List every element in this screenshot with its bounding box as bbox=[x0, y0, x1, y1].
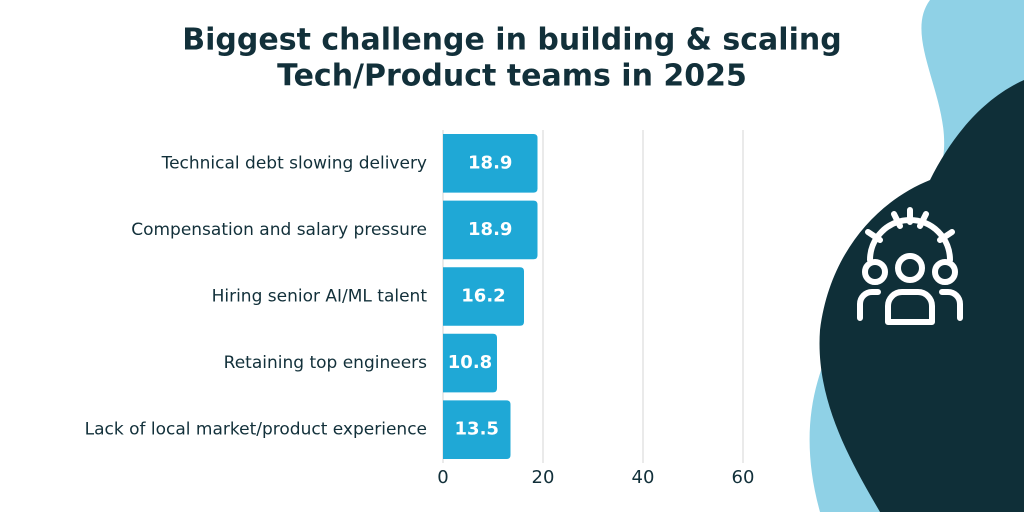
value-label: 13.5 bbox=[455, 419, 499, 440]
bar bbox=[443, 133, 538, 193]
y-tick-label: Technical debt slowing delivery bbox=[161, 153, 427, 173]
bar bbox=[443, 333, 497, 393]
y-tick-label: Compensation and salary pressure bbox=[131, 220, 427, 240]
bar bbox=[443, 200, 538, 260]
value-label: 18.9 bbox=[468, 219, 512, 240]
x-tick-label: 20 bbox=[532, 467, 555, 488]
x-tick-label: 60 bbox=[732, 467, 755, 488]
value-label: 16.2 bbox=[461, 286, 505, 307]
x-tick-label: 0 bbox=[437, 467, 448, 488]
decoration bbox=[809, 0, 1024, 512]
y-tick-label: Lack of local market/product experience bbox=[85, 420, 427, 440]
bar bbox=[443, 267, 524, 326]
chart-title: Tech/Product teams in 2025 bbox=[277, 59, 747, 94]
y-tick-label: Retaining top engineers bbox=[224, 353, 427, 373]
chart-title: Biggest challenge in building & scaling bbox=[182, 23, 841, 58]
x-tick-label: 40 bbox=[632, 467, 655, 488]
bar bbox=[443, 400, 511, 460]
value-label: 10.8 bbox=[448, 352, 492, 373]
y-tick-label: Hiring senior AI/ML talent bbox=[212, 287, 428, 307]
value-label: 18.9 bbox=[468, 152, 512, 173]
